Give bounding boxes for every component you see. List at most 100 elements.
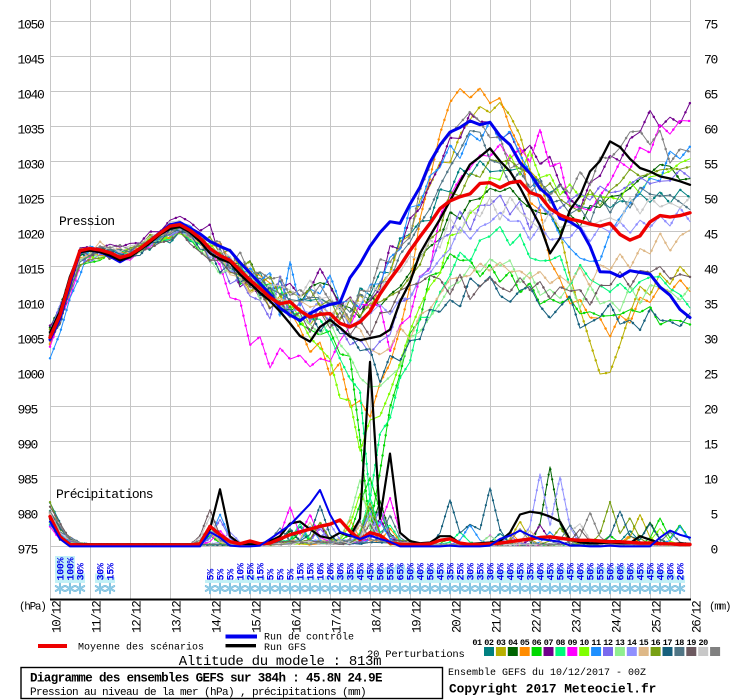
svg-text:15%: 15% [306,563,317,580]
svg-text:18: 18 [675,638,685,648]
svg-text:45%: 45% [436,563,447,580]
svg-text:30%: 30% [96,563,107,580]
svg-text:990: 990 [18,438,38,453]
svg-text:15%: 15% [296,563,307,580]
svg-text:65: 65 [704,88,718,103]
svg-text:45%: 45% [546,563,557,580]
svg-text:45%: 45% [516,563,527,580]
svg-text:1015: 1015 [18,263,45,278]
svg-text:75: 75 [704,18,718,33]
svg-text:Ensemble GEFS du 10/12/2017 -: Ensemble GEFS du 10/12/2017 - 00Z [448,667,646,679]
svg-text:30%: 30% [486,563,497,580]
svg-text:45%: 45% [366,563,377,580]
svg-text:40%: 40% [536,563,547,580]
svg-text:Pression au niveau de la mer (: Pression au niveau de la mer (hPa) , pré… [30,687,366,699]
svg-text:5%: 5% [266,569,277,581]
svg-text:20%: 20% [676,563,687,580]
svg-text:30%: 30% [666,563,677,580]
svg-text:980: 980 [18,508,38,523]
svg-text:Pression: Pression [59,214,114,229]
svg-text:50: 50 [704,193,718,208]
svg-text:Moyenne des scénarios: Moyenne des scénarios [78,642,204,654]
svg-text:10%: 10% [316,563,327,580]
svg-text:35%: 35% [476,563,487,580]
svg-text:40%: 40% [496,563,507,580]
svg-text:60%: 60% [616,563,627,580]
svg-text:08: 08 [556,638,566,648]
svg-text:20: 20 [698,638,708,648]
svg-text:07: 07 [544,638,554,648]
svg-text:30%: 30% [76,563,87,580]
svg-text:70: 70 [704,53,718,68]
svg-text:1000: 1000 [18,368,45,383]
svg-text:06: 06 [532,638,542,648]
svg-text:40: 40 [704,263,718,278]
svg-text:16: 16 [651,638,661,648]
svg-text:100%: 100% [66,557,77,580]
svg-text:1005: 1005 [18,333,45,348]
svg-text:10/12: 10/12 [51,601,65,633]
svg-text:25%: 25% [246,563,257,580]
svg-text:65%: 65% [396,563,407,580]
svg-text:17: 17 [663,638,673,648]
svg-text:02: 02 [484,638,494,648]
svg-text:35: 35 [704,298,718,313]
svg-text:Copyright 2017 Meteociel.fr: Copyright 2017 Meteociel.fr [449,682,656,697]
svg-text:985: 985 [18,473,38,488]
svg-text:5%: 5% [216,569,227,581]
svg-text:19: 19 [687,638,697,648]
svg-text:14: 14 [627,638,637,648]
svg-text:15/12: 15/12 [251,601,265,633]
svg-text:11: 11 [591,638,601,648]
svg-text:10: 10 [704,473,718,488]
svg-text:12/12: 12/12 [131,601,145,633]
svg-text:14/12: 14/12 [211,601,225,633]
svg-text:21/12: 21/12 [491,601,505,633]
svg-text:35%: 35% [446,563,457,580]
svg-text:5%: 5% [276,569,287,581]
svg-text:(hPa): (hPa) [19,602,46,614]
svg-text:Run de contrôle: Run de contrôle [264,632,354,644]
svg-text:5: 5 [710,508,717,523]
svg-text:20%: 20% [326,563,337,580]
svg-text:17/12: 17/12 [331,601,345,633]
svg-text:55: 55 [704,158,718,173]
svg-text:1045: 1045 [18,53,45,68]
svg-text:16/12: 16/12 [291,601,305,633]
svg-text:55%: 55% [386,563,397,580]
svg-text:40%: 40% [656,563,667,580]
svg-text:18/12: 18/12 [371,601,385,633]
svg-text:30%: 30% [466,563,477,580]
svg-text:55%: 55% [596,563,607,580]
svg-text:(mm): (mm) [709,602,730,614]
svg-text:1025: 1025 [18,193,45,208]
svg-text:Altitude du modele : 813m: Altitude du modele : 813m [179,654,382,670]
svg-text:995: 995 [18,403,38,418]
svg-text:26/12: 26/12 [691,601,705,633]
svg-text:01: 01 [472,638,482,648]
svg-text:1040: 1040 [18,88,45,103]
svg-text:10%: 10% [236,563,247,580]
svg-text:20 Perturbations: 20 Perturbations [367,649,465,661]
svg-text:20: 20 [704,403,718,418]
svg-text:1020: 1020 [18,228,45,243]
svg-text:45%: 45% [646,563,657,580]
svg-text:05: 05 [520,638,530,648]
svg-text:24/12: 24/12 [611,601,625,633]
svg-text:25/12: 25/12 [651,601,665,633]
svg-text:50%: 50% [376,563,387,580]
svg-text:975: 975 [18,543,38,558]
svg-text:25%: 25% [456,563,467,580]
svg-text:30: 30 [704,333,718,348]
svg-text:45%: 45% [356,563,367,580]
svg-text:35%: 35% [346,563,357,580]
svg-text:13/12: 13/12 [171,601,185,633]
svg-text:30%: 30% [336,563,347,580]
svg-text:1035: 1035 [18,123,45,138]
svg-text:5%: 5% [286,569,297,581]
svg-text:Diagramme des ensembles GEFS s: Diagramme des ensembles GEFS sur 384h : … [30,672,382,686]
svg-text:45: 45 [704,228,718,243]
svg-text:50%: 50% [606,563,617,580]
svg-text:22/12: 22/12 [531,601,545,633]
svg-text:40%: 40% [506,563,517,580]
